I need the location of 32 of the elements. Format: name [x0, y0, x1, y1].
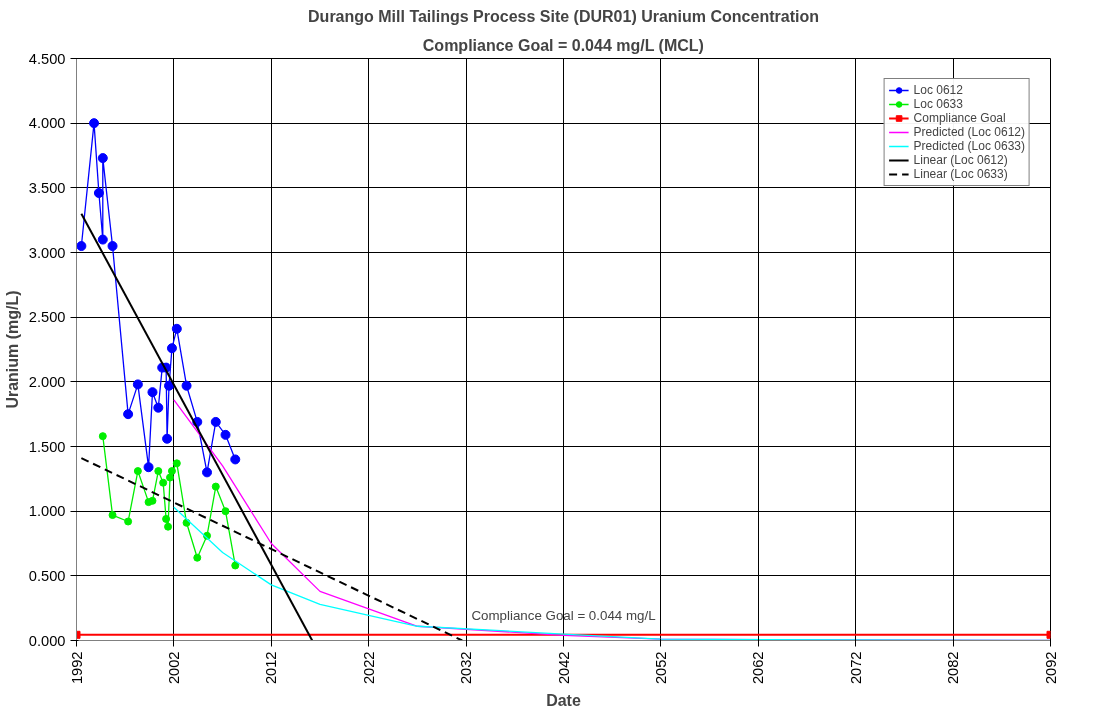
y-tick-label: 0.000 [28, 632, 66, 649]
x-tick-label: 2082 [945, 651, 962, 685]
x-tick-label: 2012 [263, 651, 280, 685]
chart-subtitle: Compliance Goal = 0.044 mg/L (MCL) [422, 36, 704, 54]
x-axis-title: Date [546, 692, 581, 710]
legend-label: Linear (Loc 0633) [913, 167, 1008, 181]
y-tick-label: 1.000 [28, 503, 66, 520]
x-tick-label: 2032 [458, 651, 475, 685]
legend-label: Predicted (Loc 0633) [913, 139, 1025, 153]
x-tick-label: 2022 [360, 651, 377, 685]
y-tick-label: 2.000 [28, 373, 66, 390]
x-tick-label: 2042 [555, 651, 572, 685]
x-tick-label: 2052 [652, 651, 669, 685]
y-tick-label: 3.000 [28, 244, 66, 261]
y-axis-title: Uranium (mg/L) [3, 290, 21, 409]
y-tick-label: 0.500 [28, 567, 66, 584]
y-tick-label: 4.000 [28, 115, 66, 132]
x-tick-label: 2002 [165, 651, 182, 685]
x-tick-label: 1992 [68, 651, 85, 685]
y-tick-label: 1.500 [28, 438, 66, 455]
y-tick-label: 4.500 [28, 50, 66, 67]
legend-label: Loc 0612 [913, 83, 963, 97]
chart-title: Durango Mill Tailings Process Site (DUR01) Uranium Concentration [308, 7, 819, 25]
legend-label: Linear (Loc 0612) [913, 153, 1008, 167]
legend-label: Compliance Goal [913, 111, 1006, 125]
legend-label: Loc 0633 [913, 97, 963, 111]
x-tick-label: 2072 [847, 651, 864, 685]
x-tick-label: 2062 [750, 651, 767, 685]
x-tick-label: 2092 [1042, 651, 1059, 685]
legend-label: Predicted (Loc 0612) [913, 125, 1025, 139]
y-tick-label: 2.500 [28, 309, 66, 326]
y-tick-label: 3.500 [28, 179, 66, 196]
